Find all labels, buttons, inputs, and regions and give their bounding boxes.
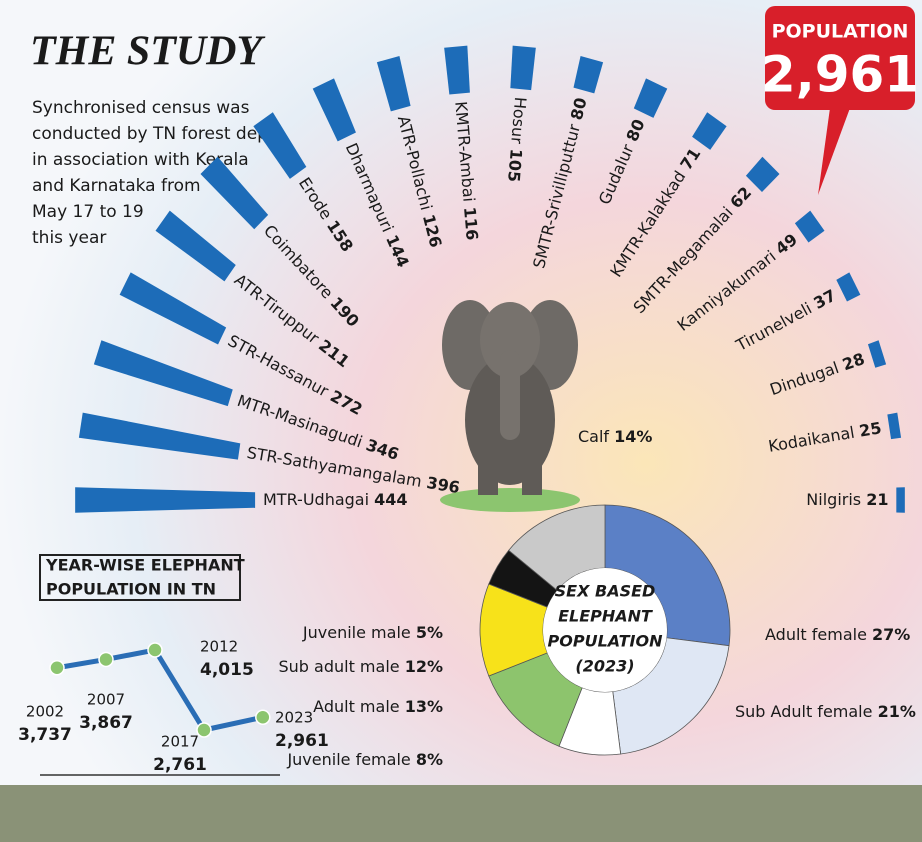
leg [478,440,498,495]
marker [148,643,162,657]
value-label: 8% [416,750,443,769]
marker [197,723,211,737]
badge-label: POPULATION [772,21,909,43]
value-label: 14% [614,427,652,446]
marker [50,661,64,675]
line-title: YEAR-WISE ELEPHANT [45,556,245,575]
value-label: 2,961 [275,731,329,751]
value-label: 13% [405,697,443,716]
description-line: Synchronised census was [32,98,250,118]
donut-title: POPULATION [548,632,664,651]
segment-label: Juvenile male 5% [302,623,443,642]
value-label: 21 [866,490,888,509]
segment-label: Sub Adult female 21% [735,702,916,721]
line-title: POPULATION IN TN [46,580,216,599]
marker [99,652,113,666]
value-label: 5% [416,623,443,642]
value-label: 12% [405,657,443,676]
value-label: 3,867 [79,713,133,733]
leg [522,440,542,495]
donut-title: (2023) [575,657,634,676]
donut-title: ELEPHANT [558,607,653,626]
category-label: Hosur [508,96,531,145]
year-label: 2023 [275,709,313,727]
year-label: 2017 [161,733,199,751]
title: THE STUDY [30,29,266,75]
description-line: May 17 to 19 [32,202,144,222]
grass [440,488,580,512]
year-label: 2012 [200,638,238,656]
ground-strip [0,785,922,842]
category-label: Calf [578,427,609,446]
category-label: MTR-Udhagai [263,490,369,509]
year-label: 2002 [26,703,64,721]
category-label: Nilgiris [806,490,861,509]
segment-label: Sub adult male 12% [278,657,443,676]
category-label: Juvenile male [302,623,411,642]
value-label: 21% [878,702,916,721]
value-label: 25 [858,418,883,440]
value-label: 105 [505,148,527,183]
badge-value: 2,961 [761,46,919,104]
value-label: 3,737 [18,725,72,745]
trunk [500,350,520,440]
bar-label: Nilgiris 21 [806,490,888,509]
segment-label: Adult female 27% [765,625,910,644]
bar-label: MTR-Udhagai 444 [263,490,408,509]
value-label: 27% [872,625,910,644]
donut-title: SEX BASED [555,582,656,601]
category-label: Juvenile female [286,750,410,769]
description-line: conducted by TN forest dept [32,124,275,144]
segment-label: Juvenile female 8% [286,750,443,769]
category-label: Sub Adult female [735,702,872,721]
value-label: 2,761 [153,755,207,775]
infographic: THE STUDY Synchronised census was conduct… [0,0,922,842]
value-label: 4,015 [200,660,254,680]
description-line: and Karnataka from [32,176,201,196]
category-label: Sub adult male [278,657,399,676]
category-label: Adult female [765,625,867,644]
value-label: 444 [374,490,407,509]
category-label: Adult male [313,697,399,716]
segment-label: Adult male 13% [313,697,443,716]
year-label: 2007 [87,691,125,709]
bar [896,487,905,512]
segment-label: Calf 14% [578,427,652,446]
value-label: 116 [461,206,483,241]
marker [256,710,270,724]
description-line: this year [32,228,106,248]
